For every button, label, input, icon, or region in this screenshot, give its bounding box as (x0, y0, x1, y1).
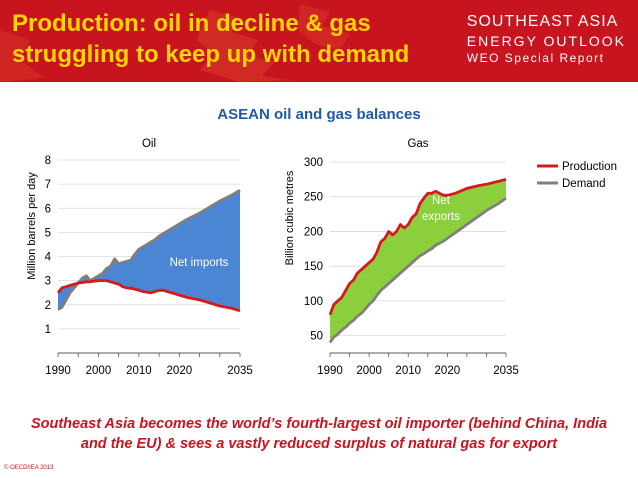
oil-y-tick-label-2: 2 (45, 300, 51, 312)
gas-area-net-exports (330, 179, 506, 343)
map-decoration (0, 4, 350, 82)
gas-line-production (328, 178, 507, 316)
gas-y-tick-label-150: 150 (304, 261, 323, 273)
slide-title: Production: oil in decline & gas struggl… (12, 8, 442, 70)
gas-y-tick-label-50: 50 (310, 331, 323, 343)
chart-main-title: ASEAN oil and gas balances (217, 106, 421, 123)
gas-area-label-line-1: Net (432, 195, 451, 207)
legend-label-demand: Demand (562, 178, 605, 190)
gas-x-tick-label-2035: 2035 (493, 365, 519, 377)
oil-area-label: Net imports (170, 257, 229, 269)
caption-line-2: and the EU) & sees a vastly reduced surp… (80, 436, 558, 452)
gas-y-tick-label-200: 200 (304, 226, 323, 238)
oil-y-tick-label-4: 4 (45, 252, 52, 264)
oil-y-axis-label: Million barrels per day (26, 172, 38, 280)
oil-area-net-imports (58, 190, 240, 311)
gas-y-axis-label: Billion cubic metres (284, 170, 296, 265)
oil-x-tick-label-2035: 2035 (227, 365, 253, 377)
oil-y-tick-label-5: 5 (45, 227, 51, 239)
oil-x-tick-label-2020: 2020 (167, 365, 193, 377)
gas-x-tick-label-2020: 2020 (435, 365, 461, 377)
gas-x-tick-label-2010: 2010 (395, 365, 421, 377)
slide-title-line-1: Production: oil in decline & gas (12, 10, 371, 37)
oil-y-tick-label-8: 8 (45, 155, 51, 167)
oil-y-tick-label-3: 3 (45, 276, 51, 288)
header-banner: Production: oil in decline & gas struggl… (0, 0, 638, 82)
oil-x-tick-label-2000: 2000 (86, 365, 112, 377)
caption: Southeast Asia becomes the world’s fourt… (10, 414, 628, 454)
gas-chart-title: Gas (407, 138, 428, 150)
brand-logo: SOUTHEAST ASIA ENERGY OUTLOOK WEO Specia… (467, 12, 626, 66)
oil-y-tick-label-7: 7 (45, 179, 51, 191)
oil-x-tick-label-2010: 2010 (126, 365, 152, 377)
oil-x-tick-label-1990: 1990 (45, 365, 71, 377)
gas-y-tick-label-100: 100 (304, 296, 323, 308)
copyright-footer: © OECD/IEA 2013 (4, 465, 54, 471)
brand-line-3: WEO Special Report (466, 51, 605, 65)
caption-line-1: Southeast Asia becomes the world’s fourt… (30, 416, 608, 432)
oil-line-production (56, 279, 241, 313)
brand-line-1: SOUTHEAST ASIA (466, 13, 619, 30)
gas-y-tick-label-300: 300 (304, 157, 323, 169)
gas-y-tick-label-250: 250 (304, 192, 323, 204)
gas-x-tick-label-1990: 1990 (317, 365, 343, 377)
oil-y-tick-label-1: 1 (45, 324, 51, 336)
gas-area-label-line-2: exports (422, 211, 460, 223)
brand-line-2: ENERGY OUTLOOK (466, 33, 626, 49)
oil-line-demand (57, 188, 241, 311)
gas-x-tick-label-2000: 2000 (356, 365, 382, 377)
legend-label-production: Production (562, 161, 617, 173)
oil-chart-title: Oil (142, 138, 156, 150)
gas-line-demand (328, 196, 507, 344)
slide-title-line-2: struggling to keep up with demand (12, 41, 410, 68)
oil-y-tick-label-6: 6 (45, 203, 51, 215)
